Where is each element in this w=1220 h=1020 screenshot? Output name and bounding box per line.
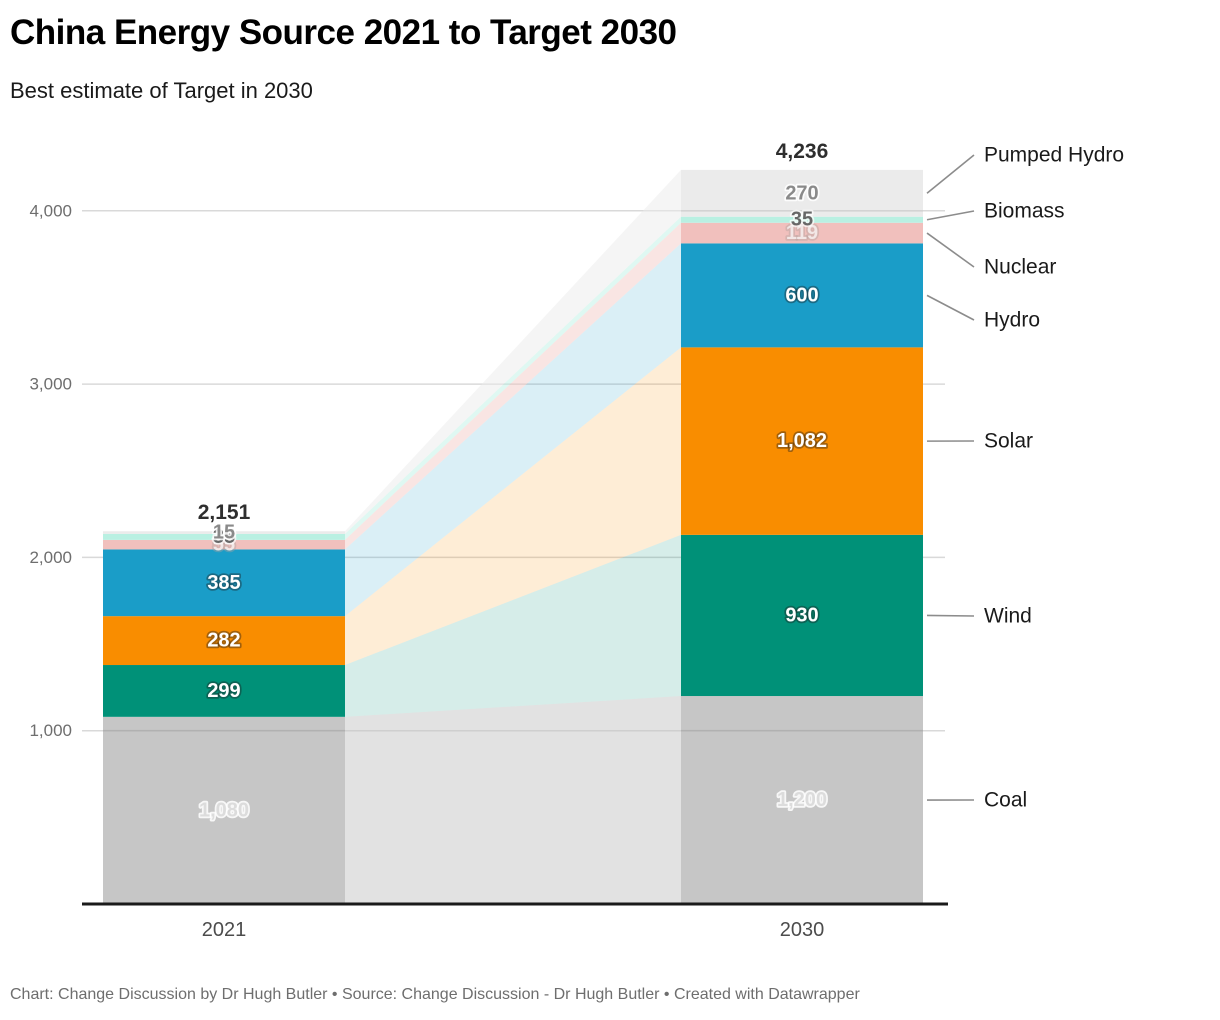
legend-label-coal: Coal (984, 789, 1027, 812)
y-tick-label: 4,000 (29, 201, 72, 220)
legend-label-wind: Wind (984, 605, 1032, 628)
chart-subtitle: Best estimate of Target in 2030 (10, 78, 313, 104)
value-label-wind: 299 (207, 680, 240, 702)
legend-label-biomass: Biomass (984, 200, 1065, 223)
bar-segment-wind-2030[interactable] (681, 534, 923, 697)
y-tick-label: 2,000 (29, 548, 72, 567)
x-axis-baseline (82, 902, 948, 906)
legend-label-nuclear: Nuclear (984, 256, 1056, 279)
bar-segment-pumped-hydro-2030[interactable] (681, 169, 923, 217)
bar-segment-coal-2021[interactable] (103, 716, 345, 904)
slope-band-pumped-hydro (345, 169, 681, 534)
bar-segment-nuclear-2030[interactable] (681, 222, 923, 244)
bar-segment-coal-2030[interactable] (681, 696, 923, 904)
value-label-nuclear: 55 (213, 534, 235, 556)
value-label-solar: 1,082 (777, 430, 827, 452)
bar-segment-nuclear-2021[interactable] (103, 539, 345, 550)
slope-band-hydro (345, 243, 681, 617)
bar-segment-solar-2030[interactable] (681, 347, 923, 535)
total-label: 2,151 (198, 501, 251, 524)
legend-label-pumped-hydro: Pumped Hydro (984, 144, 1124, 167)
x-category-label: 2021 (202, 919, 247, 941)
bar-segment-solar-2021[interactable] (103, 616, 345, 666)
value-label-pumped-hydro: 270 (785, 182, 818, 204)
value-label-nuclear: 119 (786, 222, 818, 244)
bar-segment-hydro-2021[interactable] (103, 549, 345, 617)
total-label: 4,236 (776, 140, 829, 163)
value-label-coal: 1,080 (199, 799, 249, 821)
slope-band-nuclear (345, 222, 681, 550)
slope-band-wind (345, 534, 681, 717)
x-category-label: 2030 (780, 919, 825, 941)
y-tick-label: 3,000 (29, 375, 72, 394)
legend-label-solar: Solar (984, 430, 1033, 453)
value-label-biomass: 35 (791, 209, 813, 231)
legend-connector (926, 294, 975, 321)
chart-title: China Energy Source 2021 to Target 2030 (10, 13, 677, 52)
slope-band-biomass (345, 216, 681, 540)
legend-connector (926, 614, 975, 617)
y-tick-label: 1,000 (29, 721, 72, 740)
legend-connector (926, 154, 975, 194)
bar-segment-pumped-hydro-2021[interactable] (103, 531, 345, 534)
bar-segment-biomass-2021[interactable] (103, 533, 345, 540)
chart-header: China Energy Source 2021 to Target 2030 … (10, 12, 677, 104)
legend-connector (926, 232, 975, 268)
value-label-pumped-hydro: 15 (213, 522, 235, 544)
value-label-wind: 930 (785, 604, 818, 626)
value-label-biomass: 35 (213, 526, 235, 548)
value-label-hydro: 385 (207, 572, 240, 594)
bar-segment-hydro-2030[interactable] (681, 243, 923, 348)
bar-segment-wind-2021[interactable] (103, 665, 345, 717)
chart-credit: Chart: Change Discussion by Dr Hugh Butl… (10, 986, 860, 1003)
legend-label-hydro: Hydro (984, 309, 1040, 332)
value-label-coal: 1,200 (777, 789, 827, 811)
bar-segment-biomass-2030[interactable] (681, 216, 923, 223)
slope-band-coal (345, 696, 681, 904)
value-label-solar: 282 (207, 630, 240, 652)
legend-connector (926, 210, 975, 221)
slope-band-solar (345, 347, 681, 666)
value-label-hydro: 600 (785, 284, 818, 306)
